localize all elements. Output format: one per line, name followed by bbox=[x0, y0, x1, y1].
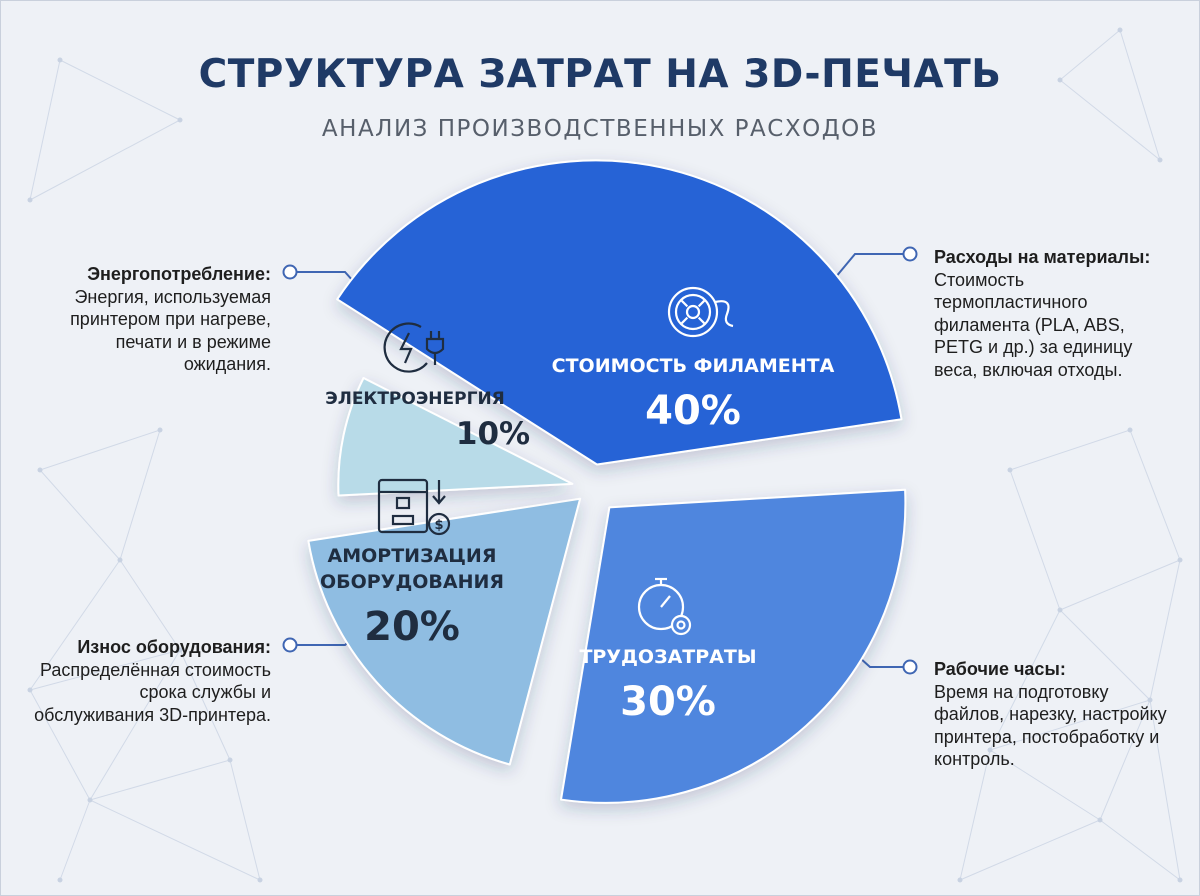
slice-value-filament: 40% bbox=[645, 388, 741, 434]
annotation-materials: Расходы на материалы: Стоимость термопла… bbox=[934, 246, 1169, 381]
slice-label-filament: СТОИМОСТЬ ФИЛАМЕНТА bbox=[552, 355, 835, 377]
annotation-equipment-title: Износ оборудования: bbox=[77, 637, 271, 657]
power-plug-icon bbox=[383, 322, 445, 373]
leader-energy-dot bbox=[282, 264, 298, 280]
annotation-energy: Энергопотребление: Энергия, используемая… bbox=[28, 263, 271, 376]
slice-icons: $ bbox=[377, 286, 734, 636]
annotation-labor-text: Время на подготовку файлов, нарезку, нас… bbox=[934, 681, 1167, 770]
leader-labor-dot bbox=[902, 659, 918, 675]
slice-label-equipment: АМОРТИЗАЦИЯ bbox=[328, 545, 497, 567]
leader-equipment-dot bbox=[282, 637, 298, 653]
pie-slices bbox=[307, 159, 907, 804]
printer-depreciation-icon: $ bbox=[377, 478, 451, 536]
pie-slice-equipment bbox=[307, 497, 582, 766]
annotation-materials-title: Расходы на материалы: bbox=[934, 247, 1151, 267]
annotation-labor-title: Рабочие часы: bbox=[934, 659, 1066, 679]
stopwatch-gear-icon bbox=[637, 577, 692, 636]
annotation-energy-text: Энергия, используемая принтером при нагр… bbox=[70, 286, 271, 375]
pie-slice-filament bbox=[336, 159, 903, 466]
slice-value-labor: 30% bbox=[620, 679, 716, 725]
annotation-equipment: Износ оборудования: Распределённая стоим… bbox=[28, 636, 271, 726]
annotation-energy-title: Энергопотребление: bbox=[87, 264, 271, 284]
slice-value-equipment: 20% bbox=[364, 604, 460, 650]
pie-slice-labor bbox=[560, 488, 907, 804]
svg-text:$: $ bbox=[434, 518, 443, 533]
pie-slice-electricity bbox=[337, 377, 574, 497]
leader-materials-dot bbox=[902, 246, 918, 262]
slice-labels: СТОИМОСТЬ ФИЛАМЕНТА 40% ТРУДОЗАТРАТЫ 30% АМО… bbox=[320, 355, 835, 725]
annotation-materials-text: Стоимость термопластичного филамента (PL… bbox=[934, 269, 1133, 380]
slice-label-electricity: ЭЛЕКТРОЭНЕРГИЯ bbox=[325, 389, 505, 409]
annotation-labor: Рабочие часы: Время на подготовку файлов… bbox=[934, 658, 1169, 771]
page-subtitle: АНАЛИЗ ПРОИЗВОДСТВЕННЫХ РАСХОДОВ bbox=[321, 116, 879, 142]
page-title: СТРУКТУРА ЗАТРАТ НА 3D-ПЕЧАТЬ bbox=[198, 52, 1002, 97]
slice-value-electricity: 10% bbox=[456, 416, 530, 452]
annotation-equipment-text: Распределённая стоимость срока службы и … bbox=[34, 659, 271, 725]
filament-spool-icon bbox=[667, 286, 734, 338]
slice-label-labor: ТРУДОЗАТРАТЫ bbox=[579, 646, 756, 668]
slice-label-equipment: ОБОРУДОВАНИЯ bbox=[320, 571, 504, 593]
